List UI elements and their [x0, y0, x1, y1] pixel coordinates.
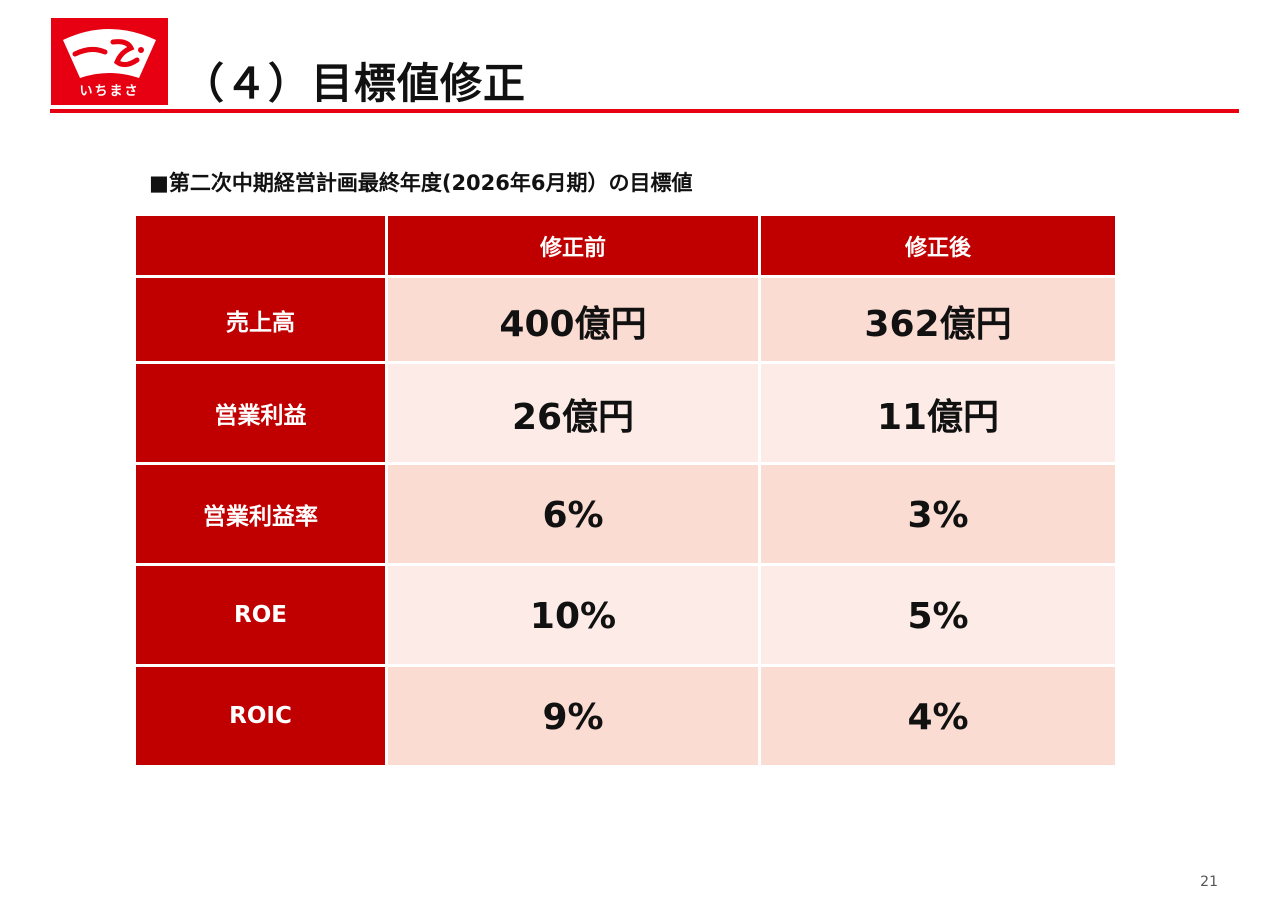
page-title: （４）目標値修正	[182, 59, 527, 108]
title-divider	[50, 109, 1239, 113]
value-before: 10%	[385, 563, 761, 667]
company-logo: いちまさ	[51, 18, 168, 105]
table-row: ROIC 9% 4%	[133, 664, 1118, 768]
value-before: 26億円	[385, 361, 761, 465]
value-after: 362億円	[758, 275, 1118, 364]
value-before: 400億円	[385, 275, 761, 364]
value-after: 4%	[758, 664, 1118, 768]
header-after: 修正後	[758, 213, 1118, 278]
value-before: 9%	[385, 664, 761, 768]
row-label: 営業利益	[133, 361, 388, 465]
table-header-row: 修正前 修正後	[133, 213, 1118, 278]
value-after: 3%	[758, 462, 1118, 566]
header-before: 修正前	[385, 213, 761, 278]
table-row: ROE 10% 5%	[133, 563, 1118, 667]
section-subtitle: ■第二次中期経営計画最終年度(2026年6月期）の目標値	[149, 171, 693, 195]
row-label: ROIC	[133, 664, 388, 768]
value-after: 5%	[758, 563, 1118, 667]
value-after: 11億円	[758, 361, 1118, 465]
target-values-table: 修正前 修正後 売上高 400億円 362億円 営業利益 26億円 11億円 営…	[133, 213, 1118, 768]
header-empty-cell	[133, 213, 388, 278]
page-number: 21	[1200, 874, 1218, 890]
table-row: 売上高 400億円 362億円	[133, 275, 1118, 364]
table-row: 営業利益率 6% 3%	[133, 462, 1118, 566]
table-row: 営業利益 26億円 11億円	[133, 361, 1118, 465]
row-label: ROE	[133, 563, 388, 667]
logo-caption: いちまさ	[79, 84, 140, 99]
row-label: 営業利益率	[133, 462, 388, 566]
value-before: 6%	[385, 462, 761, 566]
fan-logo-icon	[63, 29, 156, 78]
row-label: 売上高	[133, 275, 388, 364]
